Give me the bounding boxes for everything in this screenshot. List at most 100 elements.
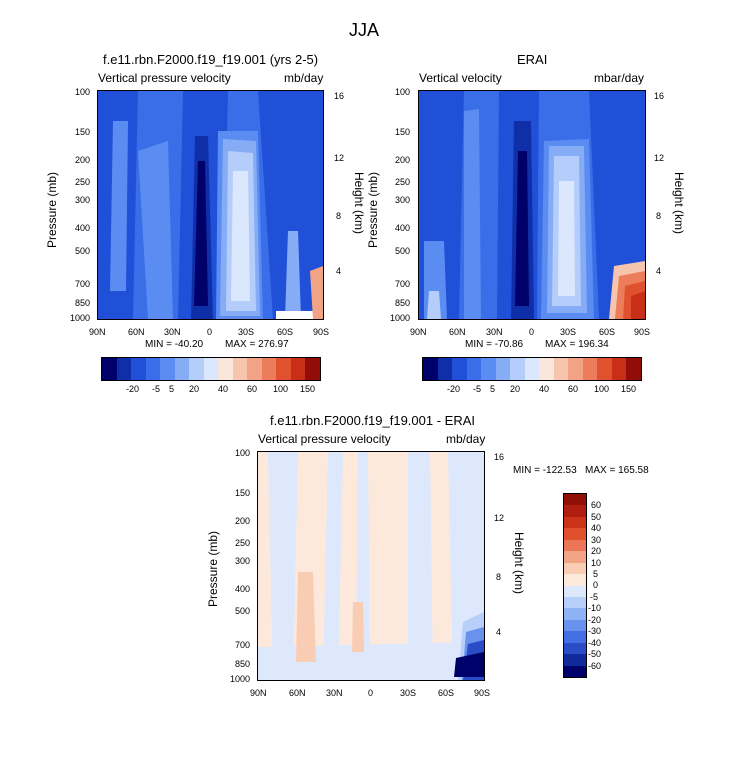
- panel1-height-tick: 12: [334, 153, 345, 163]
- panel1-colorbar-label: 100: [273, 384, 289, 394]
- panel1-max-label: MAX = 276.97: [225, 339, 289, 350]
- panel3-colorbar-swatch: [564, 642, 586, 655]
- panel1-y-tick: 300: [75, 195, 91, 205]
- panel3-colorbar-swatch: [564, 585, 586, 597]
- panel2-colorbar-swatch: [423, 358, 438, 380]
- panel1-units-label: mb/day: [284, 71, 324, 85]
- panel3-x-tick: 90S: [474, 688, 491, 698]
- panel1-colorbar-swatch: [232, 358, 248, 380]
- panel1-colorbar-swatch: [174, 358, 190, 380]
- panel1-height-axis-label: Height (km): [352, 172, 366, 235]
- panel3-colorbar-swatch: [564, 516, 586, 529]
- panel2-x-tick: 60S: [599, 327, 616, 337]
- panel1-colorbar-label: 5: [169, 384, 175, 394]
- panel2-y-tick: 500: [395, 246, 411, 256]
- panel1-colorbar-label: 60: [247, 384, 258, 394]
- panel3-plot: [257, 451, 485, 681]
- panel2-height-tick: 4: [656, 266, 662, 276]
- panel1-colorbar-swatch: [160, 358, 175, 380]
- panel1-y-tick: 700: [75, 279, 91, 289]
- panel2-colorbar-label: 20: [510, 384, 521, 394]
- panel2-colorbar-swatch: [626, 358, 641, 380]
- panel3-height-axis-label: Height (km): [512, 532, 526, 595]
- panel2-colorbar-label: 150: [621, 384, 637, 394]
- panel2-x-tick: 30S: [560, 327, 577, 337]
- panel2-y-tick: 300: [395, 195, 411, 205]
- panel3-x-tick: 60N: [289, 688, 306, 698]
- panel1-x-tick: 0: [207, 327, 213, 337]
- panel3-title: f.e11.rbn.F2000.f19_f19.001 - ERAI: [270, 413, 476, 428]
- panel3-colorbar-swatch: [564, 596, 586, 609]
- panel3-colorbar-swatch: [564, 551, 586, 563]
- panel2-y-tick: 1000: [390, 313, 411, 323]
- panel3-colorbar-label: -60: [588, 661, 602, 671]
- panel3-height-tick: 4: [496, 627, 502, 637]
- panel3-x-tick: 90N: [250, 688, 267, 698]
- panel3-x-tick: 30S: [400, 688, 417, 698]
- panel1-y-tick: 400: [75, 223, 91, 233]
- panel3-y-tick: 150: [235, 488, 251, 498]
- panel3-colorbar-label: -30: [588, 626, 602, 636]
- panel3-max-label: MAX = 165.58: [585, 465, 649, 476]
- panel1-y-axis-label: Pressure (mb): [45, 171, 59, 248]
- panel3-colorbar-label: 60: [591, 500, 602, 510]
- panel3-colorbar-swatch: [564, 528, 586, 540]
- panel2-plot: [418, 90, 646, 320]
- panel1-colorbar-swatch: [203, 358, 219, 380]
- panel1-height-tick: 4: [336, 266, 342, 276]
- panel2-heatmap: [419, 91, 645, 319]
- panel2-colorbar-label: 100: [594, 384, 610, 394]
- panel1-colorbar-swatch: [145, 358, 161, 380]
- panel3-y-tick: 700: [235, 640, 251, 650]
- panel1-colorbar-label: -20: [126, 384, 140, 394]
- panel2-colorbar-label: -20: [447, 384, 461, 394]
- panel1-colorbar-label: -5: [152, 384, 161, 394]
- panel1-plot: [97, 90, 324, 320]
- panel1-title: f.e11.rbn.F2000.f19_f19.001 (yrs 2-5): [103, 52, 319, 67]
- panel3-height-tick: 16: [494, 452, 505, 462]
- panel3-y-tick: 200: [235, 516, 251, 526]
- panel2-y-tick: 850: [395, 298, 411, 308]
- panel2-y-tick: 250: [395, 177, 411, 187]
- panel2-y-axis-label: Pressure (mb): [366, 171, 380, 248]
- panel2-colorbar-swatch: [539, 358, 554, 380]
- panel3-colorbar-label: 20: [591, 546, 602, 556]
- panel3-colorbar-swatch: [564, 562, 586, 575]
- panel3-y-tick: 300: [235, 556, 251, 566]
- panel2-colorbar-swatch: [553, 358, 569, 380]
- panel3-left-label: Vertical pressure velocity: [258, 432, 391, 446]
- panel2-y-tick: 200: [395, 155, 411, 165]
- panel1-colorbar-swatch: [189, 358, 204, 380]
- panel1-x-tick: 90N: [89, 327, 106, 337]
- panel2-colorbar-swatch: [481, 358, 496, 380]
- panel1-y-tick: 100: [75, 87, 91, 97]
- panel1-colorbar-swatch: [116, 358, 132, 380]
- panel1-heatmap: [98, 91, 323, 319]
- panel2-x-tick: 90N: [410, 327, 427, 337]
- panel3-colorbar-swatch: [564, 574, 586, 586]
- panel3-y-tick: 100: [235, 448, 251, 458]
- panel3-y-tick: 400: [235, 584, 251, 594]
- panel3-colorbar-label: 40: [591, 523, 602, 533]
- panel3-x-tick: 0: [368, 688, 374, 698]
- panel3-colorbar-label: 50: [591, 512, 602, 522]
- panel3-min-label: MIN = -122.53: [513, 465, 577, 476]
- panel2-title: ERAI: [517, 52, 548, 67]
- panel2-height-tick: 8: [656, 211, 662, 221]
- panel3-units-label: mb/day: [446, 432, 486, 446]
- panel2-y-tick: 400: [395, 223, 411, 233]
- panel2-y-tick: 700: [395, 279, 411, 289]
- panel3-y-axis-label: Pressure (mb): [206, 530, 220, 607]
- panel2-units-label: mbar/day: [594, 71, 645, 85]
- panel3-colorbar-label: -40: [588, 638, 602, 648]
- panel3-colorbar-label: -5: [590, 592, 599, 602]
- panel3-y-tick: 1000: [230, 674, 251, 684]
- panel3-colorbar-label: -10: [588, 603, 602, 613]
- panel3-x-tick: 60S: [438, 688, 455, 698]
- panel1-colorbar: [101, 357, 321, 381]
- panel2-max-label: MAX = 196.34: [545, 339, 609, 350]
- panel1-height-tick: 16: [334, 91, 345, 101]
- panel1-colorbar-label: 150: [300, 384, 316, 394]
- panel1-x-tick: 60N: [128, 327, 145, 337]
- panel1-colorbar-swatch: [131, 358, 146, 380]
